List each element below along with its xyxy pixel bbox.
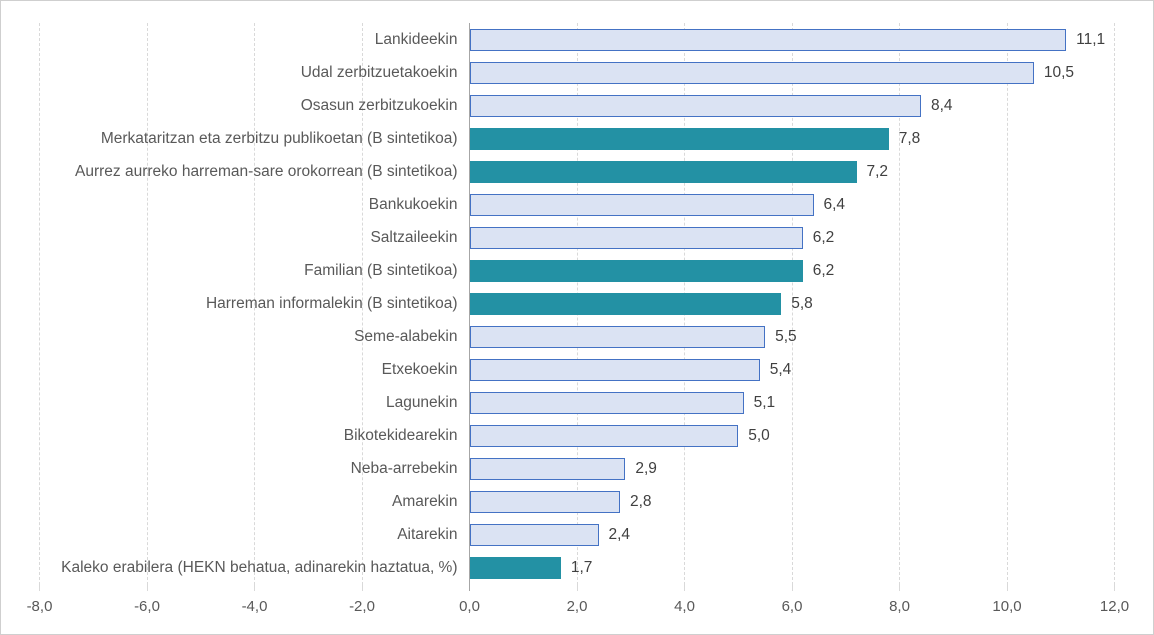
bar bbox=[469, 491, 620, 514]
category-label: Familian (B sintetikoa) bbox=[304, 261, 458, 279]
value-label: 2,9 bbox=[635, 460, 657, 478]
axis-tick bbox=[254, 585, 255, 591]
bar bbox=[469, 425, 739, 448]
bar-highlighted bbox=[469, 259, 803, 282]
value-label: 7,2 bbox=[866, 162, 889, 180]
bar-highlighted bbox=[469, 293, 782, 315]
category-label: Osasun zerbitzukoekin bbox=[300, 96, 458, 114]
axis-tick bbox=[1006, 585, 1008, 591]
value-label: 2,8 bbox=[630, 493, 652, 511]
category-label: Kaleko erabilera (HEKN behatua, adinarek… bbox=[61, 559, 458, 577]
gridline bbox=[899, 23, 900, 585]
category-label: Bikotekidearekin bbox=[343, 427, 458, 445]
x-axis-tick-label: -4,0 bbox=[241, 598, 268, 615]
x-axis-tick-label: -2,0 bbox=[349, 598, 375, 615]
category-label: Aitarekin bbox=[397, 526, 458, 544]
bar bbox=[469, 524, 599, 547]
x-axis-tick-label: 12,0 bbox=[1099, 598, 1130, 615]
bar bbox=[469, 326, 766, 349]
value-label: 1,7 bbox=[570, 559, 593, 577]
value-label: 10,5 bbox=[1043, 63, 1075, 81]
gridline bbox=[1006, 23, 1008, 585]
value-label: 5,4 bbox=[769, 361, 792, 379]
value-label: 8,4 bbox=[931, 96, 953, 114]
gridline bbox=[254, 23, 255, 585]
axis-tick bbox=[361, 585, 363, 591]
gridline bbox=[361, 23, 363, 585]
x-axis-tick-label: 4,0 bbox=[674, 598, 695, 615]
bar bbox=[469, 94, 921, 117]
category-label: Lankideekin bbox=[374, 30, 458, 48]
x-axis-tick-label: 10,0 bbox=[992, 598, 1022, 615]
category-label: Bankukoekin bbox=[368, 195, 458, 213]
value-label: 5,1 bbox=[753, 394, 776, 412]
category-label: Udal zerbitzuetakoekin bbox=[300, 63, 458, 81]
x-axis-tick-label: 0,0 bbox=[459, 598, 480, 615]
value-label: 5,5 bbox=[775, 328, 797, 346]
category-label: Neba-arrebekin bbox=[350, 460, 458, 478]
value-label: 7,8 bbox=[898, 129, 921, 147]
value-label: 6,4 bbox=[823, 195, 846, 213]
value-label: 6,2 bbox=[812, 261, 835, 279]
bar-highlighted bbox=[469, 127, 889, 150]
category-label: Etxekoekin bbox=[381, 361, 458, 379]
category-label: Amarekin bbox=[392, 493, 458, 511]
axis-tick bbox=[146, 585, 148, 591]
axis-tick bbox=[1114, 585, 1115, 591]
bar bbox=[469, 359, 760, 382]
axis-tick bbox=[791, 585, 793, 591]
axis-tick bbox=[576, 585, 578, 591]
bar bbox=[469, 28, 1067, 51]
x-axis-tick-label: -6,0 bbox=[134, 598, 160, 615]
axis-tick bbox=[39, 585, 40, 591]
gridline bbox=[39, 23, 40, 585]
category-label: Merkataritzan eta zerbitzu publikoetan (… bbox=[100, 129, 458, 147]
axis-tick bbox=[899, 585, 900, 591]
bar bbox=[469, 226, 803, 249]
category-label: Saltzaileekin bbox=[370, 228, 458, 246]
value-label: 5,0 bbox=[748, 427, 770, 445]
bar bbox=[469, 458, 626, 481]
category-label: Seme-alabekin bbox=[354, 328, 458, 346]
bar bbox=[469, 61, 1034, 84]
axis-tick bbox=[684, 585, 685, 591]
bar bbox=[469, 193, 814, 216]
category-label: Lagunekin bbox=[385, 394, 458, 412]
bar-highlighted bbox=[469, 160, 857, 183]
gridline bbox=[791, 23, 793, 585]
value-label: 2,4 bbox=[608, 526, 631, 544]
x-axis-tick-label: 8,0 bbox=[889, 598, 910, 615]
bar-highlighted bbox=[469, 557, 561, 580]
value-label: 11,1 bbox=[1076, 30, 1106, 48]
x-axis-tick-label: 6,0 bbox=[781, 598, 803, 615]
x-axis-tick-label: -8,0 bbox=[26, 598, 53, 615]
category-label: Harreman informalekin (B sintetikoa) bbox=[205, 295, 458, 312]
value-label: 6,2 bbox=[812, 228, 835, 246]
value-label: 5,8 bbox=[791, 295, 813, 312]
axis-tick bbox=[469, 585, 470, 591]
category-label: Aurrez aurreko harreman-sare orokorrean … bbox=[75, 162, 458, 180]
x-axis-tick-label: 2,0 bbox=[566, 598, 588, 615]
gridline bbox=[1114, 23, 1115, 585]
bar bbox=[469, 392, 744, 415]
gridline bbox=[146, 23, 148, 585]
